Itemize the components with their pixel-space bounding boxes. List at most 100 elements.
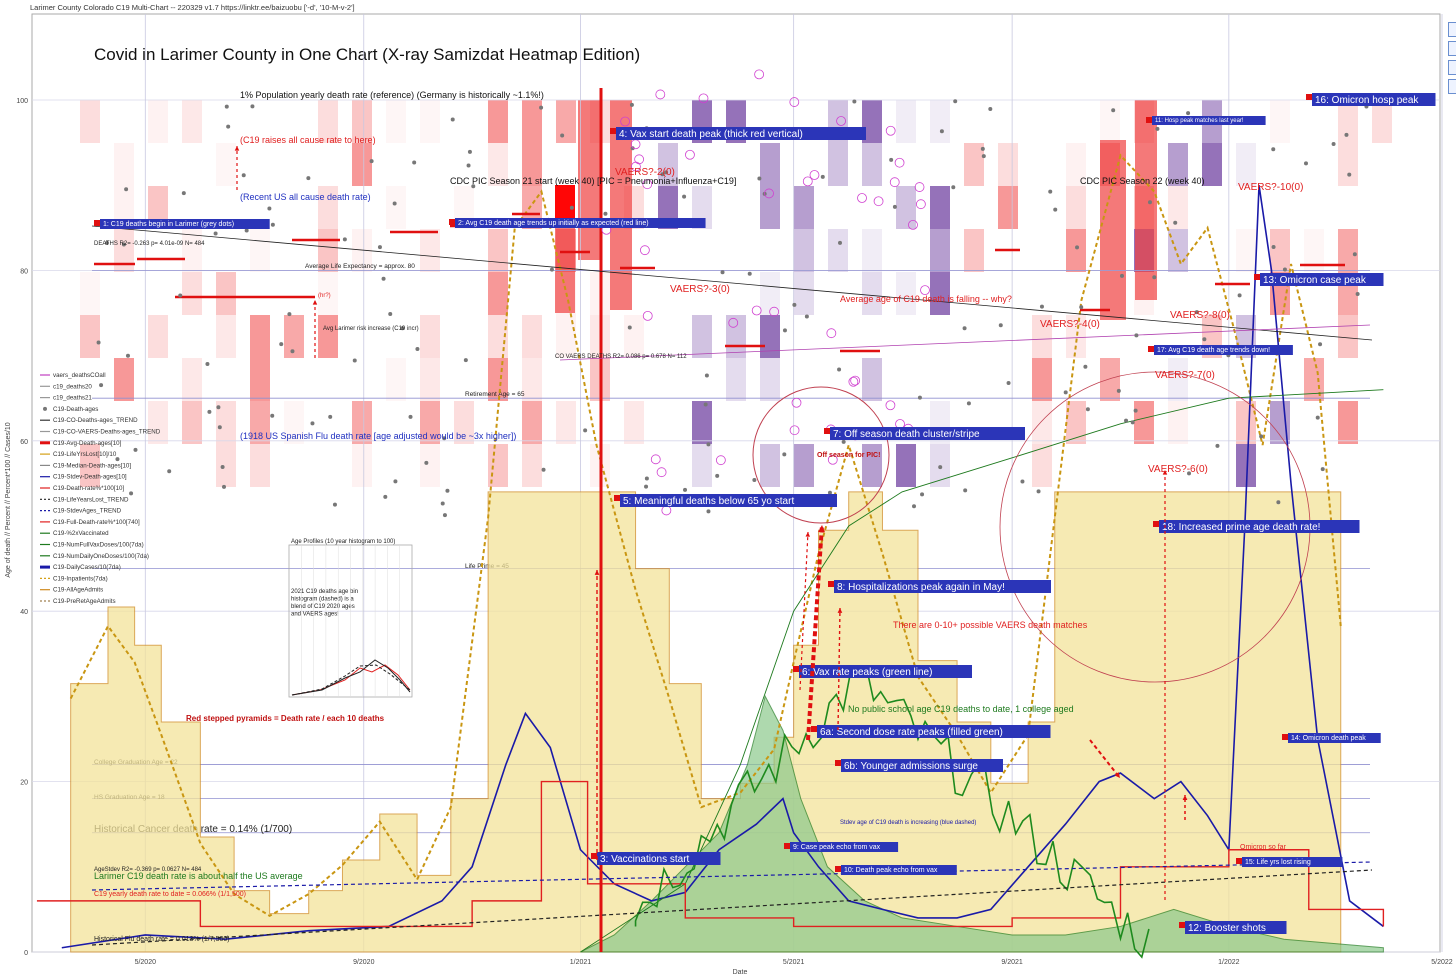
heatmap-cell [250,315,270,358]
heatmap-cell [182,229,202,272]
toolbar-icon[interactable] [1448,60,1456,75]
death-age-dot [1282,267,1287,272]
chart-annotation: CDC PIC Season 22 (week 40) [1080,176,1205,186]
chart-annotation: Historical Flu death rate = 0.013% (1/7,… [94,936,230,943]
heatmap-cell [1032,401,1052,444]
death-age-dot [220,464,225,469]
annotation-arrow [806,524,824,741]
heatmap-cell [80,272,100,315]
heatmap-cell [80,315,100,358]
numbered-label: 6a: Second dose rate peaks (filled green… [820,727,1003,738]
heatmap-cell [1236,444,1256,487]
heatmap-cell [216,315,236,358]
death-age-dot [988,106,993,111]
death-age-dot [627,325,632,330]
numbered-label-bg [100,219,270,229]
legend-entry: C19-NumFullVaxDoses/100(7da) [53,542,144,549]
death-age-dot [1124,418,1129,423]
death-age-dot [715,473,720,478]
heatmap-cell [250,358,270,401]
heatmap-cell [1032,444,1052,487]
chart-meta-line: Larimer County Colorado C19 Multi-Chart … [30,3,355,12]
x-axis-label: Date [733,969,748,976]
death-age-dot [1271,244,1276,249]
heatmap-cell [1372,100,1392,143]
heatmap-cell [1338,401,1358,444]
death-age-dot [782,452,787,457]
annotation-arrow [1089,739,1121,779]
heatmap-cell [148,401,168,444]
death-age-dot [1130,420,1135,425]
heatmap-cell [352,229,372,272]
death-age-dot [369,159,374,164]
death-age-dot [328,414,333,419]
toolbar-icon[interactable] [1448,41,1456,56]
heatmap-cell [488,229,508,272]
vaers-death-circle [764,188,774,199]
toolbar-icon[interactable] [1448,22,1456,37]
death-age-dot [104,240,109,245]
legend-entry: C19-CO-Deaths-ages_TREND [53,417,138,424]
heatmap-cell [148,100,168,143]
numbered-label-marker [610,128,616,134]
death-age-dot [660,172,665,177]
numbered-label-marker [1282,734,1288,740]
death-age-dot [1053,207,1058,212]
chart-annotation: AgeStdev R2= -0.369 p= 0.0627 N= 484 [94,867,202,873]
numbered-label-bg [834,580,1051,593]
heatmap-cell [148,315,168,358]
vaers-death-circle [655,89,666,100]
reference-line-label: Average Life Expectancy = approx. 80 [305,263,415,270]
death-age-dot [951,185,956,190]
numbered-label-bg [620,494,837,507]
heatmap-cell [1270,100,1290,143]
death-age-dot [583,428,588,433]
histogram-note-line: blend of C19 2020 ages [291,604,355,610]
heatmap-cell [760,186,780,229]
heatmap-cell [1066,143,1086,186]
death-age-dot [1075,245,1080,250]
vaers-death-circle [908,219,918,230]
annotation-arrowhead [234,146,240,151]
vaers-death-circle [827,454,838,465]
heatmap-cell [386,358,406,401]
death-age-dot [889,157,894,162]
heatmap-cell [522,100,542,143]
legend-entry: C19-AllAgeAdmits [53,587,103,594]
death-age-dot [539,105,544,110]
death-age-dot [205,361,210,366]
death-age-dot [664,170,669,175]
heatmap-cell [318,272,338,315]
x-tick-label: 1/2022 [1218,959,1240,966]
heatmap-cell [318,186,338,229]
heatmap-cell [80,100,100,143]
death-age-dot [440,501,445,506]
inset-line [291,664,411,696]
admits-area [70,491,1342,953]
numbered-label-marker [1153,521,1159,527]
annotation-arrowhead [805,532,811,537]
legend-entry: C19-Stdev-Death-ages[10] [53,474,127,481]
x-tick-label: 5/2021 [783,959,805,966]
numbered-label-bg [841,759,1003,772]
toolbar-icon[interactable] [1448,79,1456,94]
death-age-dot [630,146,635,151]
y-tick-label: 80 [20,268,28,275]
death-age-dot [342,237,347,242]
heatmap-cell [1270,229,1290,272]
heatmap-cell [114,358,134,401]
heatmap-cell [1135,100,1157,300]
death-age-dot [1063,390,1068,395]
numbered-label-bg [1185,921,1287,934]
death-age-dot [704,373,709,378]
chart-annotation: C19 yearly death rate to date = 0.066% (… [94,891,246,898]
death-age-dot [450,117,455,122]
x-tick-label: 1/2021 [570,959,592,966]
death-age-dot [388,311,393,316]
heatmap-cell [896,272,916,315]
heatmap-cell [624,315,644,358]
death-age-dot [703,402,708,407]
death-age-dot [241,173,246,178]
vaers-death-circle [656,467,667,478]
heatmap-cell [488,358,508,401]
